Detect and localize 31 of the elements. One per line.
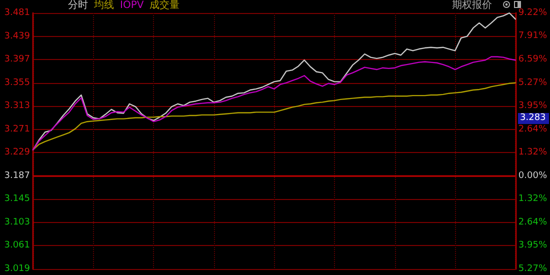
y-tick-label: 3.481: [4, 8, 30, 18]
y-tick-label: 3.103: [4, 217, 30, 228]
y-tick-label: 3.397: [4, 54, 30, 65]
y-tick-label: 3.061: [4, 240, 30, 251]
y2-tick-label: 5.27%: [518, 78, 548, 88]
y2-tick-label: 5.27%: [518, 264, 548, 274]
line-series: [32, 82, 516, 150]
text: 3.283: [518, 113, 549, 124]
y2-tick-label: 9.22%: [518, 8, 548, 18]
text: 分时: [68, 0, 88, 12]
y-tick-label: 3.229: [4, 148, 30, 158]
text: 均线: [94, 0, 114, 12]
y2-tick-label: 1.32%: [518, 194, 548, 204]
y2-tick-label: 2.64%: [518, 218, 548, 228]
text: 期权报价: [452, 0, 492, 12]
y-tick-label: 3.145: [4, 194, 30, 204]
y2-tick-label: 7.91%: [518, 31, 548, 42]
y2-tick-label: 0.00%: [518, 170, 548, 181]
y2-tick-label: 3.95%: [518, 101, 548, 112]
text: IOPV: [120, 0, 144, 12]
y-tick-label: 3.355: [4, 78, 30, 88]
y2-tick-label: 3.95%: [518, 240, 548, 251]
y-tick-label: 3.439: [4, 31, 30, 42]
y-tick-label: 3.187: [4, 170, 30, 181]
y-tick-label: 3.019: [4, 264, 30, 274]
y2-tick-label: 6.59%: [518, 54, 548, 64]
line-series: [32, 56, 516, 150]
y-tick-label: 3.271: [4, 124, 30, 134]
y2-tick-label: 1.32%: [518, 148, 548, 158]
y2-tick-label: 2.64%: [518, 124, 548, 134]
y-tick-label: 3.313: [4, 101, 30, 112]
